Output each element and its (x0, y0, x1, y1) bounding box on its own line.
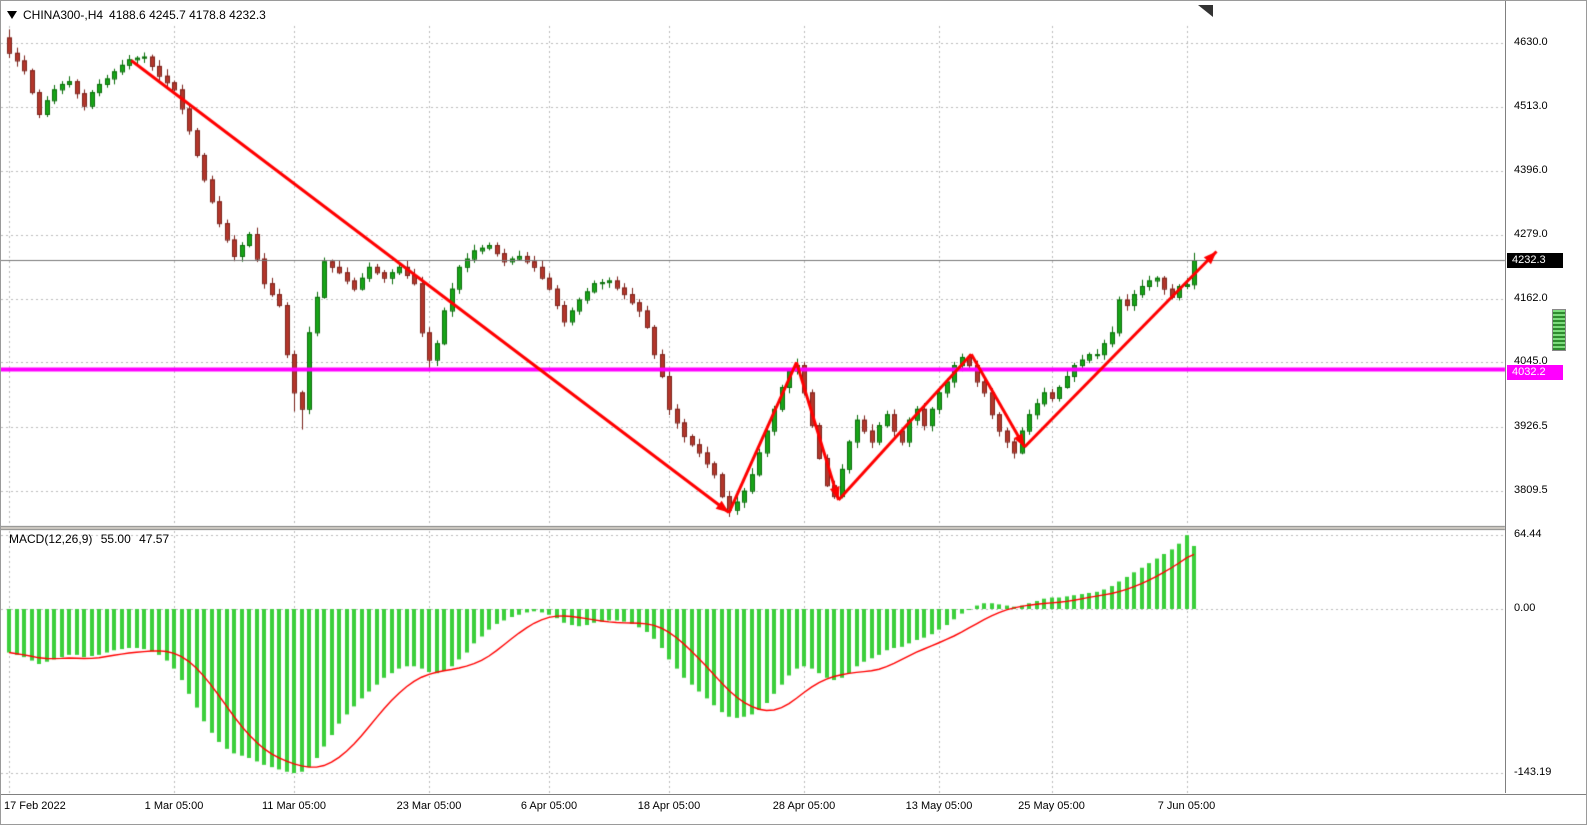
price-axis-label: 4630.0 (1514, 36, 1548, 48)
symbol-period-label: CHINA300-,H4 (23, 8, 104, 22)
time-axis-label: 25 May 05:00 (1018, 800, 1085, 812)
macd-signal-label: 47.57 (139, 532, 170, 546)
axis-scrollbar-thumb[interactable] (1552, 309, 1566, 351)
symbol-info-bar: CHINA300-,H4 4188.6 4245.7 4178.8 4232.3 (7, 8, 266, 22)
time-axis-label: 17 Feb 2022 (4, 800, 66, 812)
time-axis-label: 6 Apr 05:00 (520, 800, 578, 812)
macd-name-label: MACD(12,26,9) (9, 532, 93, 546)
price-axis-label: 4279.0 (1514, 227, 1548, 240)
current-price-badge: 4232.3 (1507, 253, 1563, 269)
macd-axis-label: 0.00 (1514, 602, 1536, 614)
price-axis-label: 3926.5 (1514, 420, 1548, 433)
time-axis-label: 13 May 05:00 (905, 800, 973, 812)
chart-shift-marker-icon[interactable] (1198, 5, 1213, 17)
price-axis[interactable]: 4232.3 4032.2 4630.0 4513.0 4396.0 4279.0 41… (1505, 1, 1586, 793)
price-axis-label: 4162.0 (1514, 291, 1548, 304)
price-axis-label: 4045.0 (1514, 355, 1548, 368)
time-axis-label: 7 Jun 05:00 (1157, 800, 1216, 812)
time-axis-label: 23 Mar 05:00 (396, 800, 462, 812)
time-axis[interactable]: 17 Feb 2022 1 Mar 05:00 11 Mar 05:00 23 Mar… (1, 794, 1586, 824)
hline-price-badge: 4032.2 (1507, 365, 1563, 381)
price-axis-label: 4396.0 (1514, 163, 1548, 176)
time-axis-label: 18 Apr 05:00 (637, 800, 701, 812)
macd-indicator-label: MACD(12,26,9) 55.00 47.57 (9, 532, 174, 546)
macd-axis-label: 64.44 (1514, 528, 1542, 541)
price-axis-label: 4513.0 (1514, 99, 1548, 112)
macd-value-label: 55.00 (100, 532, 131, 546)
quote-ohlc-label: 4188.6 4245.7 4178.8 4232.3 (109, 8, 266, 22)
time-axis-label: 1 Mar 05:00 (144, 800, 204, 812)
macd-axis-label: -143.19 (1514, 766, 1552, 779)
time-axis-label: 11 Mar 05:00 (261, 800, 327, 812)
price-axis-label: 3809.5 (1514, 483, 1548, 496)
time-axis-label: 28 Apr 05:00 (772, 800, 836, 812)
symbol-dropdown-icon[interactable] (7, 11, 17, 19)
